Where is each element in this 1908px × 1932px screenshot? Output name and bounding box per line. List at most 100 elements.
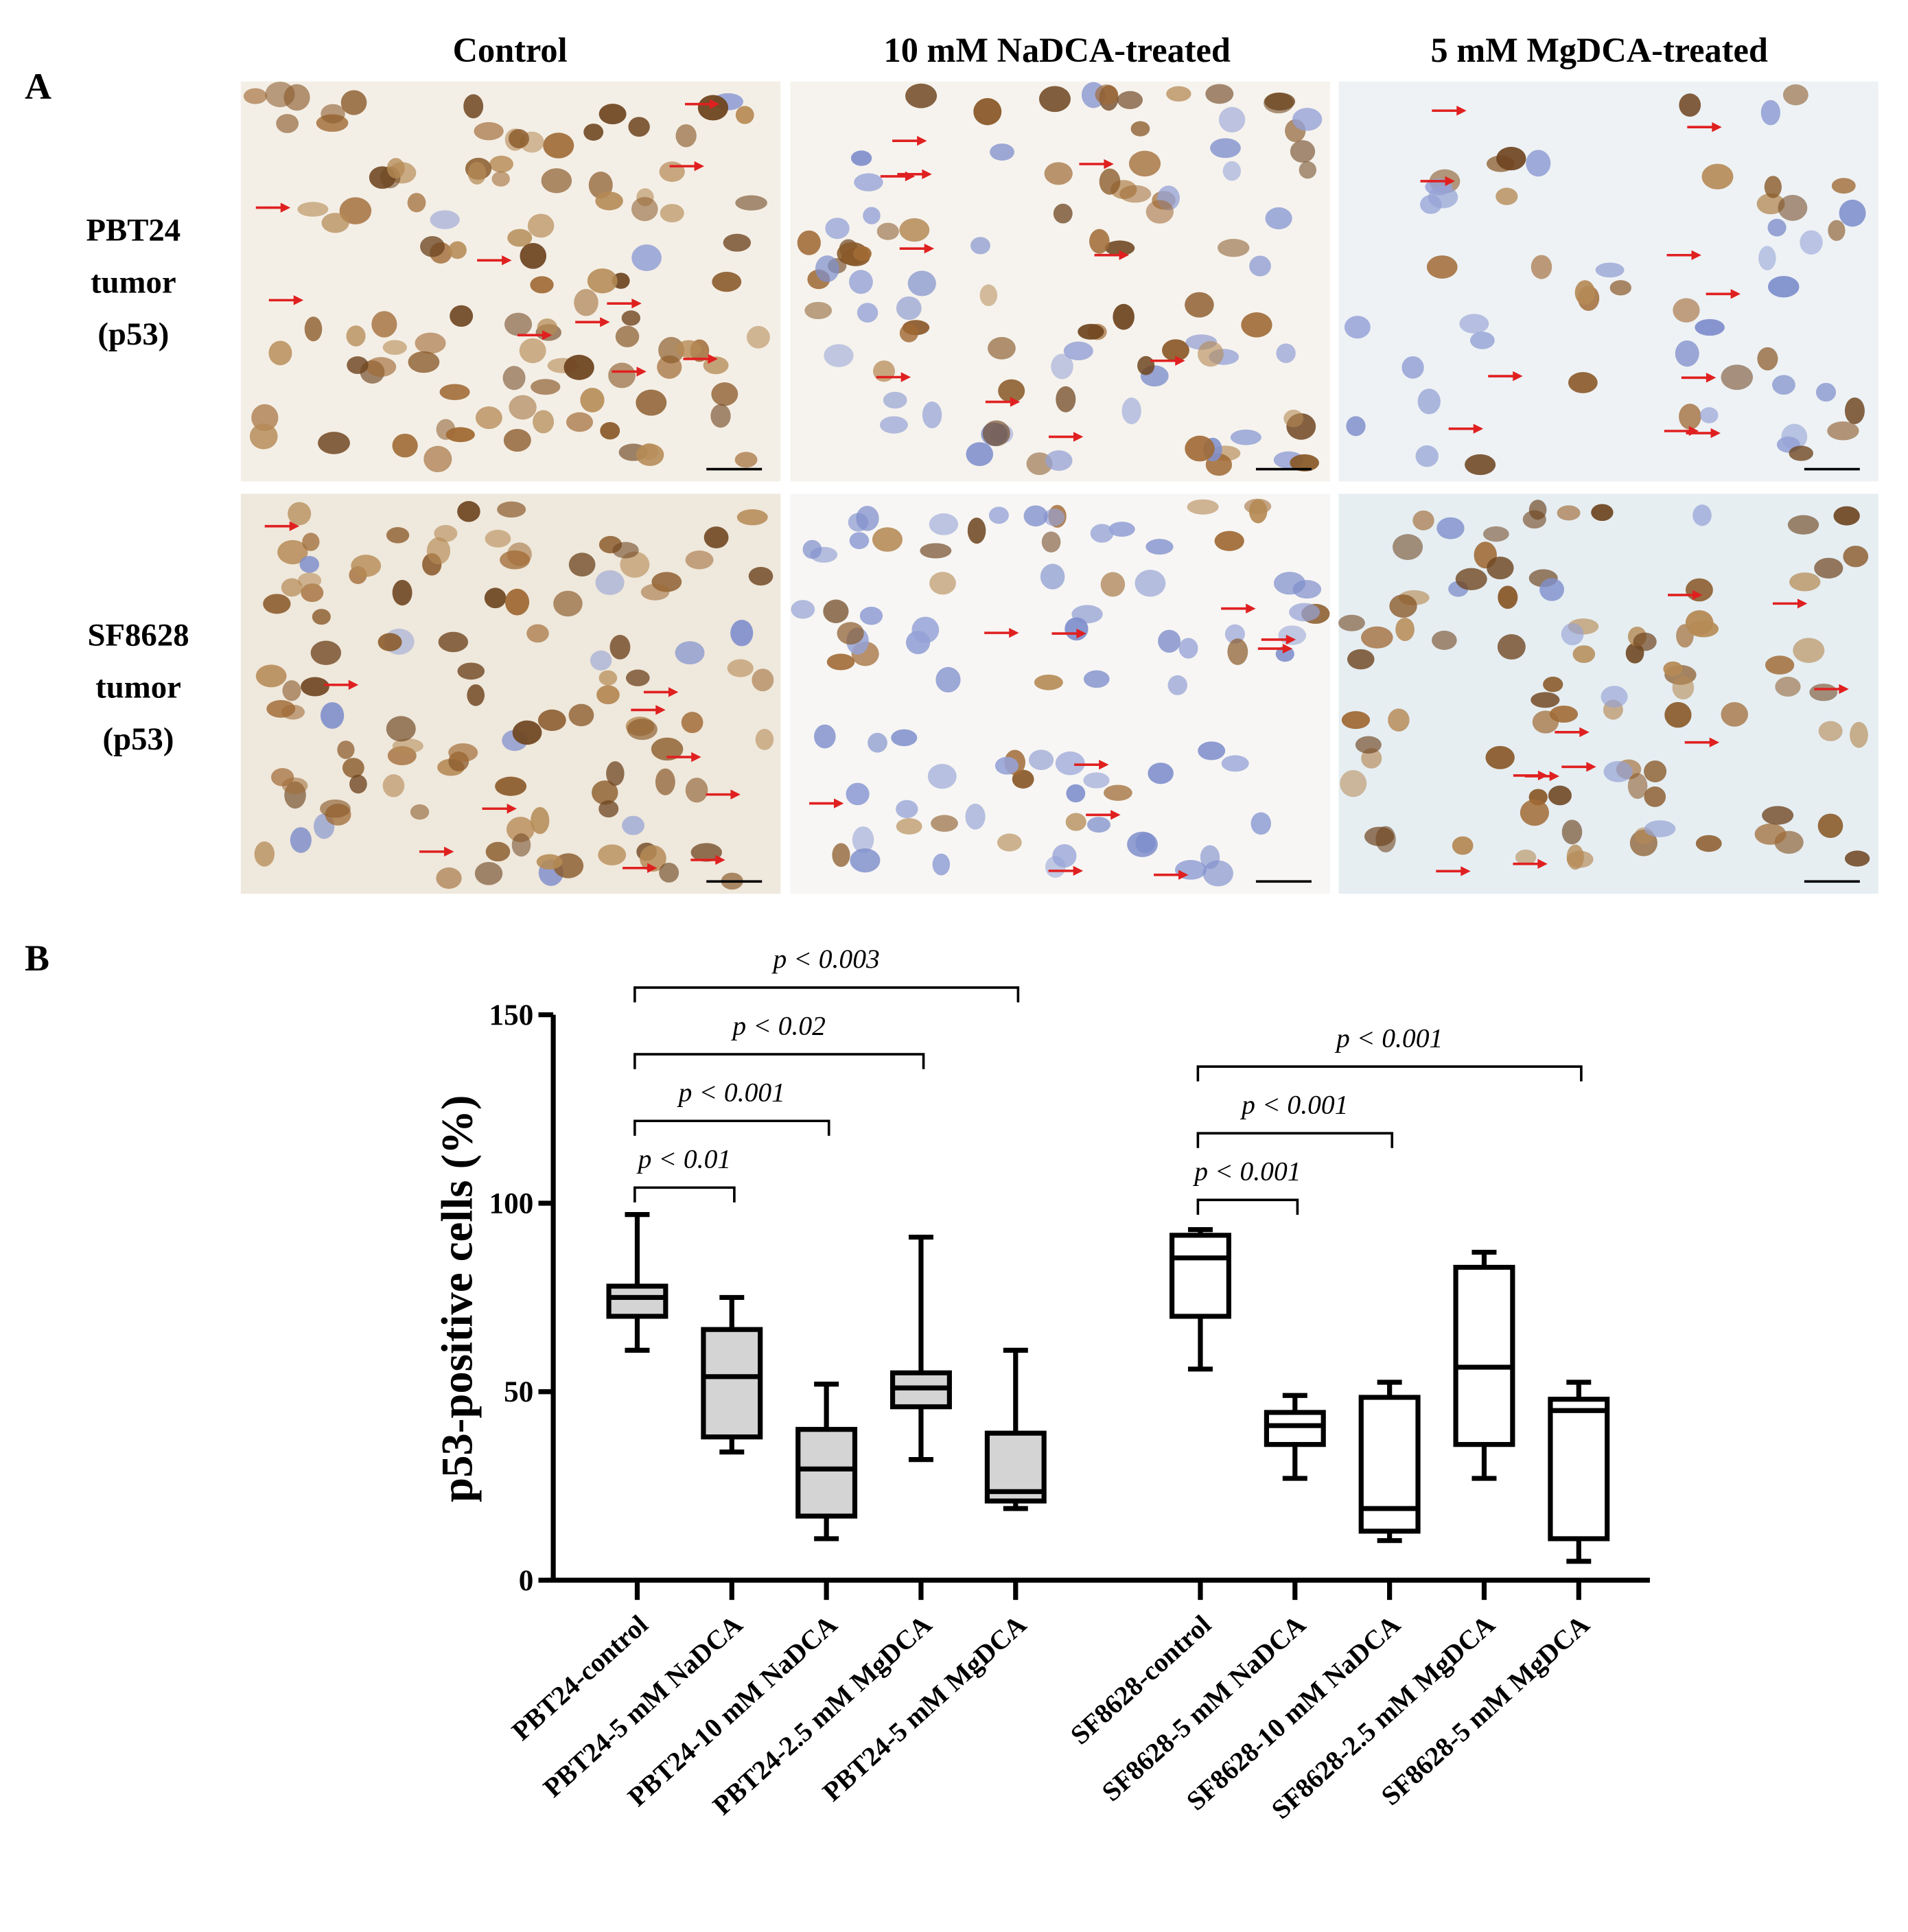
cell bbox=[1528, 500, 1547, 520]
cell bbox=[351, 555, 382, 577]
cell bbox=[1566, 844, 1584, 870]
arrow-head bbox=[694, 161, 705, 172]
cell bbox=[1065, 813, 1086, 831]
cell bbox=[651, 737, 684, 761]
cell bbox=[1389, 594, 1417, 618]
cell bbox=[342, 758, 364, 778]
cell bbox=[1051, 353, 1073, 380]
cell bbox=[814, 724, 836, 749]
cell bbox=[509, 395, 537, 420]
cell bbox=[1197, 340, 1224, 367]
cell bbox=[595, 191, 623, 211]
cell bbox=[1426, 255, 1458, 279]
cell bbox=[622, 815, 644, 835]
cell bbox=[1095, 84, 1119, 105]
significance-bracket bbox=[633, 1053, 925, 1069]
cell bbox=[1089, 229, 1110, 254]
cell bbox=[850, 150, 872, 166]
cell bbox=[553, 590, 583, 617]
cell bbox=[386, 716, 416, 742]
cell bbox=[1767, 218, 1787, 237]
cell bbox=[859, 606, 883, 625]
arrow-head bbox=[1110, 810, 1121, 820]
cell bbox=[1754, 823, 1787, 845]
cell bbox=[850, 848, 881, 873]
significance-bracket bbox=[633, 986, 1020, 1003]
cell bbox=[824, 344, 854, 367]
cell bbox=[1850, 721, 1868, 748]
significance-label: p < 0.01 bbox=[636, 1144, 732, 1174]
arrow-head bbox=[1246, 603, 1256, 614]
cell bbox=[849, 270, 873, 294]
cell bbox=[1757, 347, 1778, 371]
cell bbox=[312, 609, 331, 625]
cell bbox=[1417, 388, 1441, 415]
cell bbox=[1137, 356, 1155, 375]
cell bbox=[1100, 572, 1126, 597]
cell bbox=[467, 684, 485, 706]
cell bbox=[1432, 630, 1457, 650]
cell bbox=[852, 826, 874, 854]
arrow-head bbox=[1730, 289, 1741, 299]
cell bbox=[1040, 563, 1065, 590]
cell bbox=[1828, 220, 1846, 242]
box bbox=[1169, 1233, 1231, 1319]
cell bbox=[1205, 84, 1234, 104]
cell bbox=[1452, 836, 1474, 855]
cell bbox=[430, 210, 460, 229]
cell bbox=[973, 97, 1002, 126]
cell bbox=[1202, 860, 1233, 887]
cell bbox=[321, 213, 349, 233]
cell bbox=[598, 844, 627, 865]
cell bbox=[598, 800, 619, 818]
arrow-head bbox=[1461, 866, 1471, 876]
micrograph-background bbox=[1338, 81, 1878, 482]
significance-label: p < 0.001 bbox=[677, 1077, 785, 1107]
cell bbox=[659, 862, 679, 883]
arrow-head bbox=[1175, 356, 1185, 366]
cell bbox=[1633, 632, 1657, 651]
cell bbox=[485, 841, 511, 862]
arrow-head bbox=[1710, 428, 1721, 439]
cell bbox=[675, 641, 705, 665]
cell bbox=[1644, 786, 1666, 807]
cell bbox=[1609, 280, 1631, 296]
y-tick-label: 100 bbox=[489, 1188, 534, 1220]
cell bbox=[1056, 386, 1076, 412]
cell bbox=[660, 204, 684, 223]
arrow-head bbox=[1706, 373, 1717, 383]
cell bbox=[1108, 522, 1135, 537]
cell bbox=[1815, 382, 1837, 402]
cell bbox=[883, 391, 907, 409]
cell bbox=[299, 556, 320, 573]
cell bbox=[823, 599, 849, 623]
cell bbox=[580, 387, 605, 412]
cell bbox=[254, 841, 275, 867]
cell bbox=[988, 507, 1009, 524]
cell bbox=[1145, 539, 1174, 555]
cell bbox=[905, 83, 938, 108]
cell bbox=[1299, 161, 1317, 179]
cell bbox=[265, 81, 295, 108]
cell bbox=[703, 526, 729, 548]
cell bbox=[712, 271, 742, 292]
cell bbox=[896, 800, 918, 819]
cell bbox=[697, 95, 729, 121]
cell bbox=[434, 524, 458, 542]
cell bbox=[896, 818, 922, 835]
cell bbox=[631, 197, 658, 222]
arrow-head bbox=[1456, 106, 1467, 116]
cell bbox=[1775, 677, 1801, 697]
cell bbox=[1532, 710, 1559, 734]
cell bbox=[873, 360, 896, 382]
cell bbox=[752, 668, 774, 692]
cell bbox=[797, 230, 821, 255]
cell bbox=[1393, 534, 1423, 560]
column-title: 10 mM NaDCA-treated bbox=[884, 31, 1231, 69]
box bbox=[795, 1427, 858, 1519]
cell bbox=[998, 379, 1025, 403]
cell bbox=[566, 412, 594, 432]
arrow-head bbox=[1513, 371, 1523, 382]
arrow-head bbox=[1537, 859, 1548, 869]
cell bbox=[1278, 625, 1307, 645]
